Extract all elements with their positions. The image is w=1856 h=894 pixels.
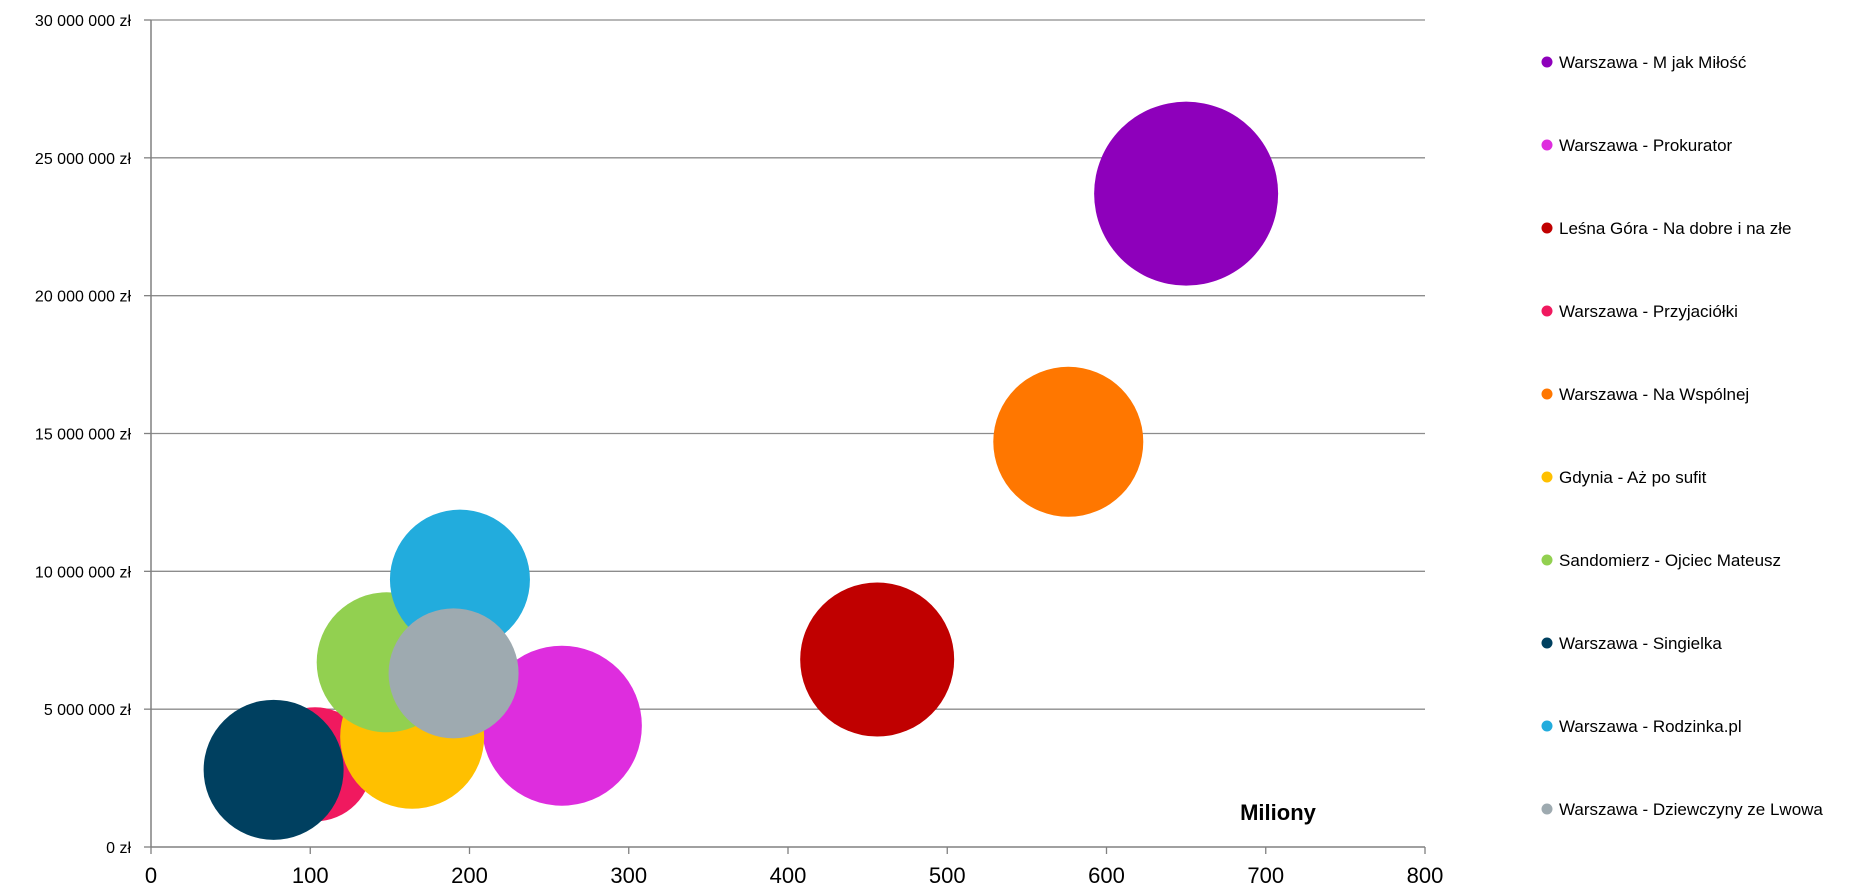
legend-label: Warszawa - Prokurator [1559, 136, 1733, 155]
legend: Warszawa - M jak Miłość Warszawa - Prokur… [1541, 53, 1823, 819]
legend-label: Warszawa - Na Wspólnej [1559, 385, 1749, 404]
x-tick-label: 800 [1407, 863, 1444, 888]
legend-marker [1541, 720, 1553, 732]
y-tick-label: 20 000 000 zł [35, 289, 132, 306]
bubble [800, 582, 955, 737]
bubble [481, 645, 642, 806]
legend-label: Warszawa - M jak Miłość [1559, 53, 1747, 72]
bubble [1094, 101, 1279, 286]
y-tick-label: 25 000 000 zł [35, 151, 132, 168]
y-tick-label: 30 000 000 zł [35, 13, 132, 30]
legend-label: Leśna Góra - Na dobre i na złe [1559, 219, 1791, 238]
x-tick-labels: 0 100 200 300 400 500 600 700 800 [145, 863, 1443, 888]
x-tick-label: 0 [145, 863, 157, 888]
y-tick-label: 5 000 000 zł [44, 702, 132, 719]
x-tick-label: 500 [929, 863, 966, 888]
bubble [389, 509, 530, 650]
x-tick-label: 100 [292, 863, 329, 888]
x-unit-label: Miliony [1240, 800, 1317, 825]
legend-marker [1541, 222, 1553, 234]
legend-label: Warszawa - Przyjaciółki [1559, 302, 1738, 321]
legend-marker [1541, 554, 1553, 566]
y-tick-label: 0 zł [106, 840, 131, 857]
legend-label: Warszawa - Rodzinka.pl [1559, 717, 1742, 736]
legend-marker [1541, 803, 1553, 815]
legend-marker [1541, 388, 1553, 400]
y-tick-labels: 0 zł 5 000 000 zł 10 000 000 zł 15 000 000 … [35, 13, 132, 857]
x-tick-label: 400 [770, 863, 807, 888]
legend-label: Gdynia - Aż po sufit [1559, 468, 1707, 487]
legend-label: Sandomierz - Ojciec Mateusz [1559, 551, 1781, 570]
y-tick-label: 10 000 000 zł [35, 564, 132, 581]
legend-marker [1541, 637, 1553, 649]
bubble [993, 366, 1144, 517]
legend-marker [1541, 139, 1553, 151]
legend-marker [1541, 56, 1553, 68]
legend-label: Warszawa - Dziewczyny ze Lwowa [1559, 800, 1823, 819]
x-tick-label: 600 [1088, 863, 1125, 888]
bubble [203, 699, 344, 840]
bubble [388, 608, 519, 739]
legend-marker [1541, 471, 1553, 483]
x-tick-label: 700 [1247, 863, 1284, 888]
legend-label: Warszawa - Singielka [1559, 634, 1722, 653]
x-tick-label: 200 [451, 863, 488, 888]
legend-marker [1541, 305, 1553, 317]
y-tick-label: 15 000 000 zł [35, 427, 132, 444]
axes [150, 20, 1425, 848]
bubbles [203, 101, 1279, 840]
x-tick-label: 300 [610, 863, 647, 888]
